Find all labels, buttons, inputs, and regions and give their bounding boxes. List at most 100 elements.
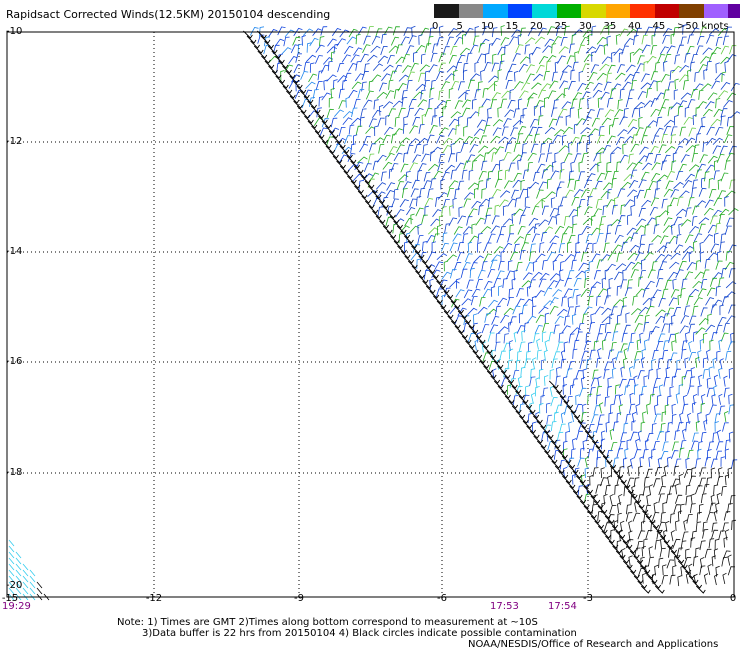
wind-barb — [466, 116, 472, 128]
wind-barb — [643, 252, 654, 260]
wind-barb — [606, 161, 611, 173]
wind-barb — [683, 556, 692, 566]
wind-barb — [707, 224, 717, 234]
wind-barb — [678, 223, 683, 234]
wind-barb — [632, 48, 644, 56]
wind-barb — [596, 295, 601, 306]
contamination-barb — [594, 520, 605, 529]
wind-barb — [351, 81, 362, 90]
wind-barb — [453, 226, 463, 235]
wind-barb — [471, 200, 481, 209]
wind-barb — [604, 109, 615, 118]
wind-barb — [600, 254, 611, 262]
wind-barb — [453, 137, 464, 145]
legend-swatch — [483, 4, 508, 18]
wind-barb — [488, 197, 494, 208]
contamination-barb — [468, 325, 479, 334]
wind-barb — [685, 495, 691, 506]
wind-barb — [663, 340, 670, 350]
wind-barb — [455, 151, 461, 162]
wind-barb — [681, 348, 687, 359]
wind-barb — [720, 332, 729, 342]
wind-barb — [717, 190, 726, 200]
wind-barb — [694, 271, 705, 280]
wind-barb — [380, 45, 388, 56]
wind-barb — [601, 339, 607, 351]
wind-barb — [565, 115, 571, 126]
contamination-barb — [382, 205, 393, 214]
wind-barb — [487, 299, 498, 308]
wind-barb — [549, 273, 560, 281]
wind-barb — [15, 575, 22, 583]
wind-barb — [680, 36, 687, 46]
contamination-barb — [300, 110, 311, 119]
wind-barb — [491, 62, 499, 72]
wind-barb — [471, 223, 476, 235]
wind-barb — [639, 146, 649, 155]
wind-barb — [516, 261, 523, 272]
contamination-barb — [634, 500, 645, 509]
wind-barb — [560, 358, 567, 369]
wind-barb — [483, 62, 492, 71]
wind-barb — [710, 277, 718, 287]
wind-barb — [655, 215, 660, 227]
wind-barb — [568, 209, 578, 218]
wind-barb — [575, 241, 580, 253]
contamination-barb — [525, 405, 536, 414]
wind-barb — [642, 411, 647, 423]
wind-barb — [355, 34, 361, 45]
wind-barb — [597, 510, 603, 521]
wind-barb — [692, 331, 698, 342]
wind-barb — [469, 262, 478, 272]
contamination-barb — [518, 395, 529, 404]
wind-barb — [688, 164, 700, 172]
wind-barb — [483, 124, 491, 135]
wind-barb — [597, 348, 602, 360]
wind-barb — [342, 117, 353, 125]
wind-barb — [312, 89, 319, 99]
legend-swatch — [581, 4, 606, 18]
wind-barb — [449, 280, 460, 288]
wind-barb — [672, 478, 680, 488]
wind-barb — [714, 232, 719, 244]
wind-barb — [498, 199, 509, 208]
wind-barb — [706, 60, 712, 71]
wind-barb — [626, 227, 637, 236]
wind-barb — [598, 223, 604, 234]
wind-barb — [662, 154, 671, 164]
wind-barb — [582, 313, 588, 324]
wind-barb — [643, 513, 649, 524]
wind-barb — [388, 79, 394, 90]
wind-barb — [628, 366, 634, 378]
wind-barb — [675, 208, 687, 216]
contamination-barb — [640, 585, 651, 594]
legend-swatch — [630, 4, 655, 18]
wind-barb — [699, 241, 704, 253]
wind-barb — [698, 223, 706, 233]
wind-barb — [657, 174, 669, 182]
wind-barb — [365, 90, 374, 100]
wind-barb — [457, 54, 466, 64]
wind-barb — [638, 465, 643, 477]
wind-barb — [482, 288, 492, 298]
wind-barb — [509, 224, 515, 235]
wind-barb — [625, 64, 636, 73]
contamination-barb — [587, 510, 597, 519]
wind-barb — [429, 27, 435, 38]
wind-barb — [355, 125, 363, 136]
contamination-barb — [633, 555, 644, 564]
wind-barb — [402, 54, 410, 64]
wind-barb — [494, 341, 501, 352]
wind-barb — [626, 477, 635, 487]
wind-barb — [703, 68, 708, 80]
wind-barb — [438, 115, 444, 127]
wind-barb — [655, 92, 665, 101]
wind-barb — [552, 161, 557, 172]
wind-barb — [697, 385, 703, 396]
wind-barb — [464, 253, 473, 263]
wind-barb — [622, 81, 632, 90]
wind-barb — [492, 127, 502, 136]
wind-barb — [488, 75, 499, 83]
wind-barb — [699, 467, 707, 477]
wind-barb — [702, 521, 708, 532]
